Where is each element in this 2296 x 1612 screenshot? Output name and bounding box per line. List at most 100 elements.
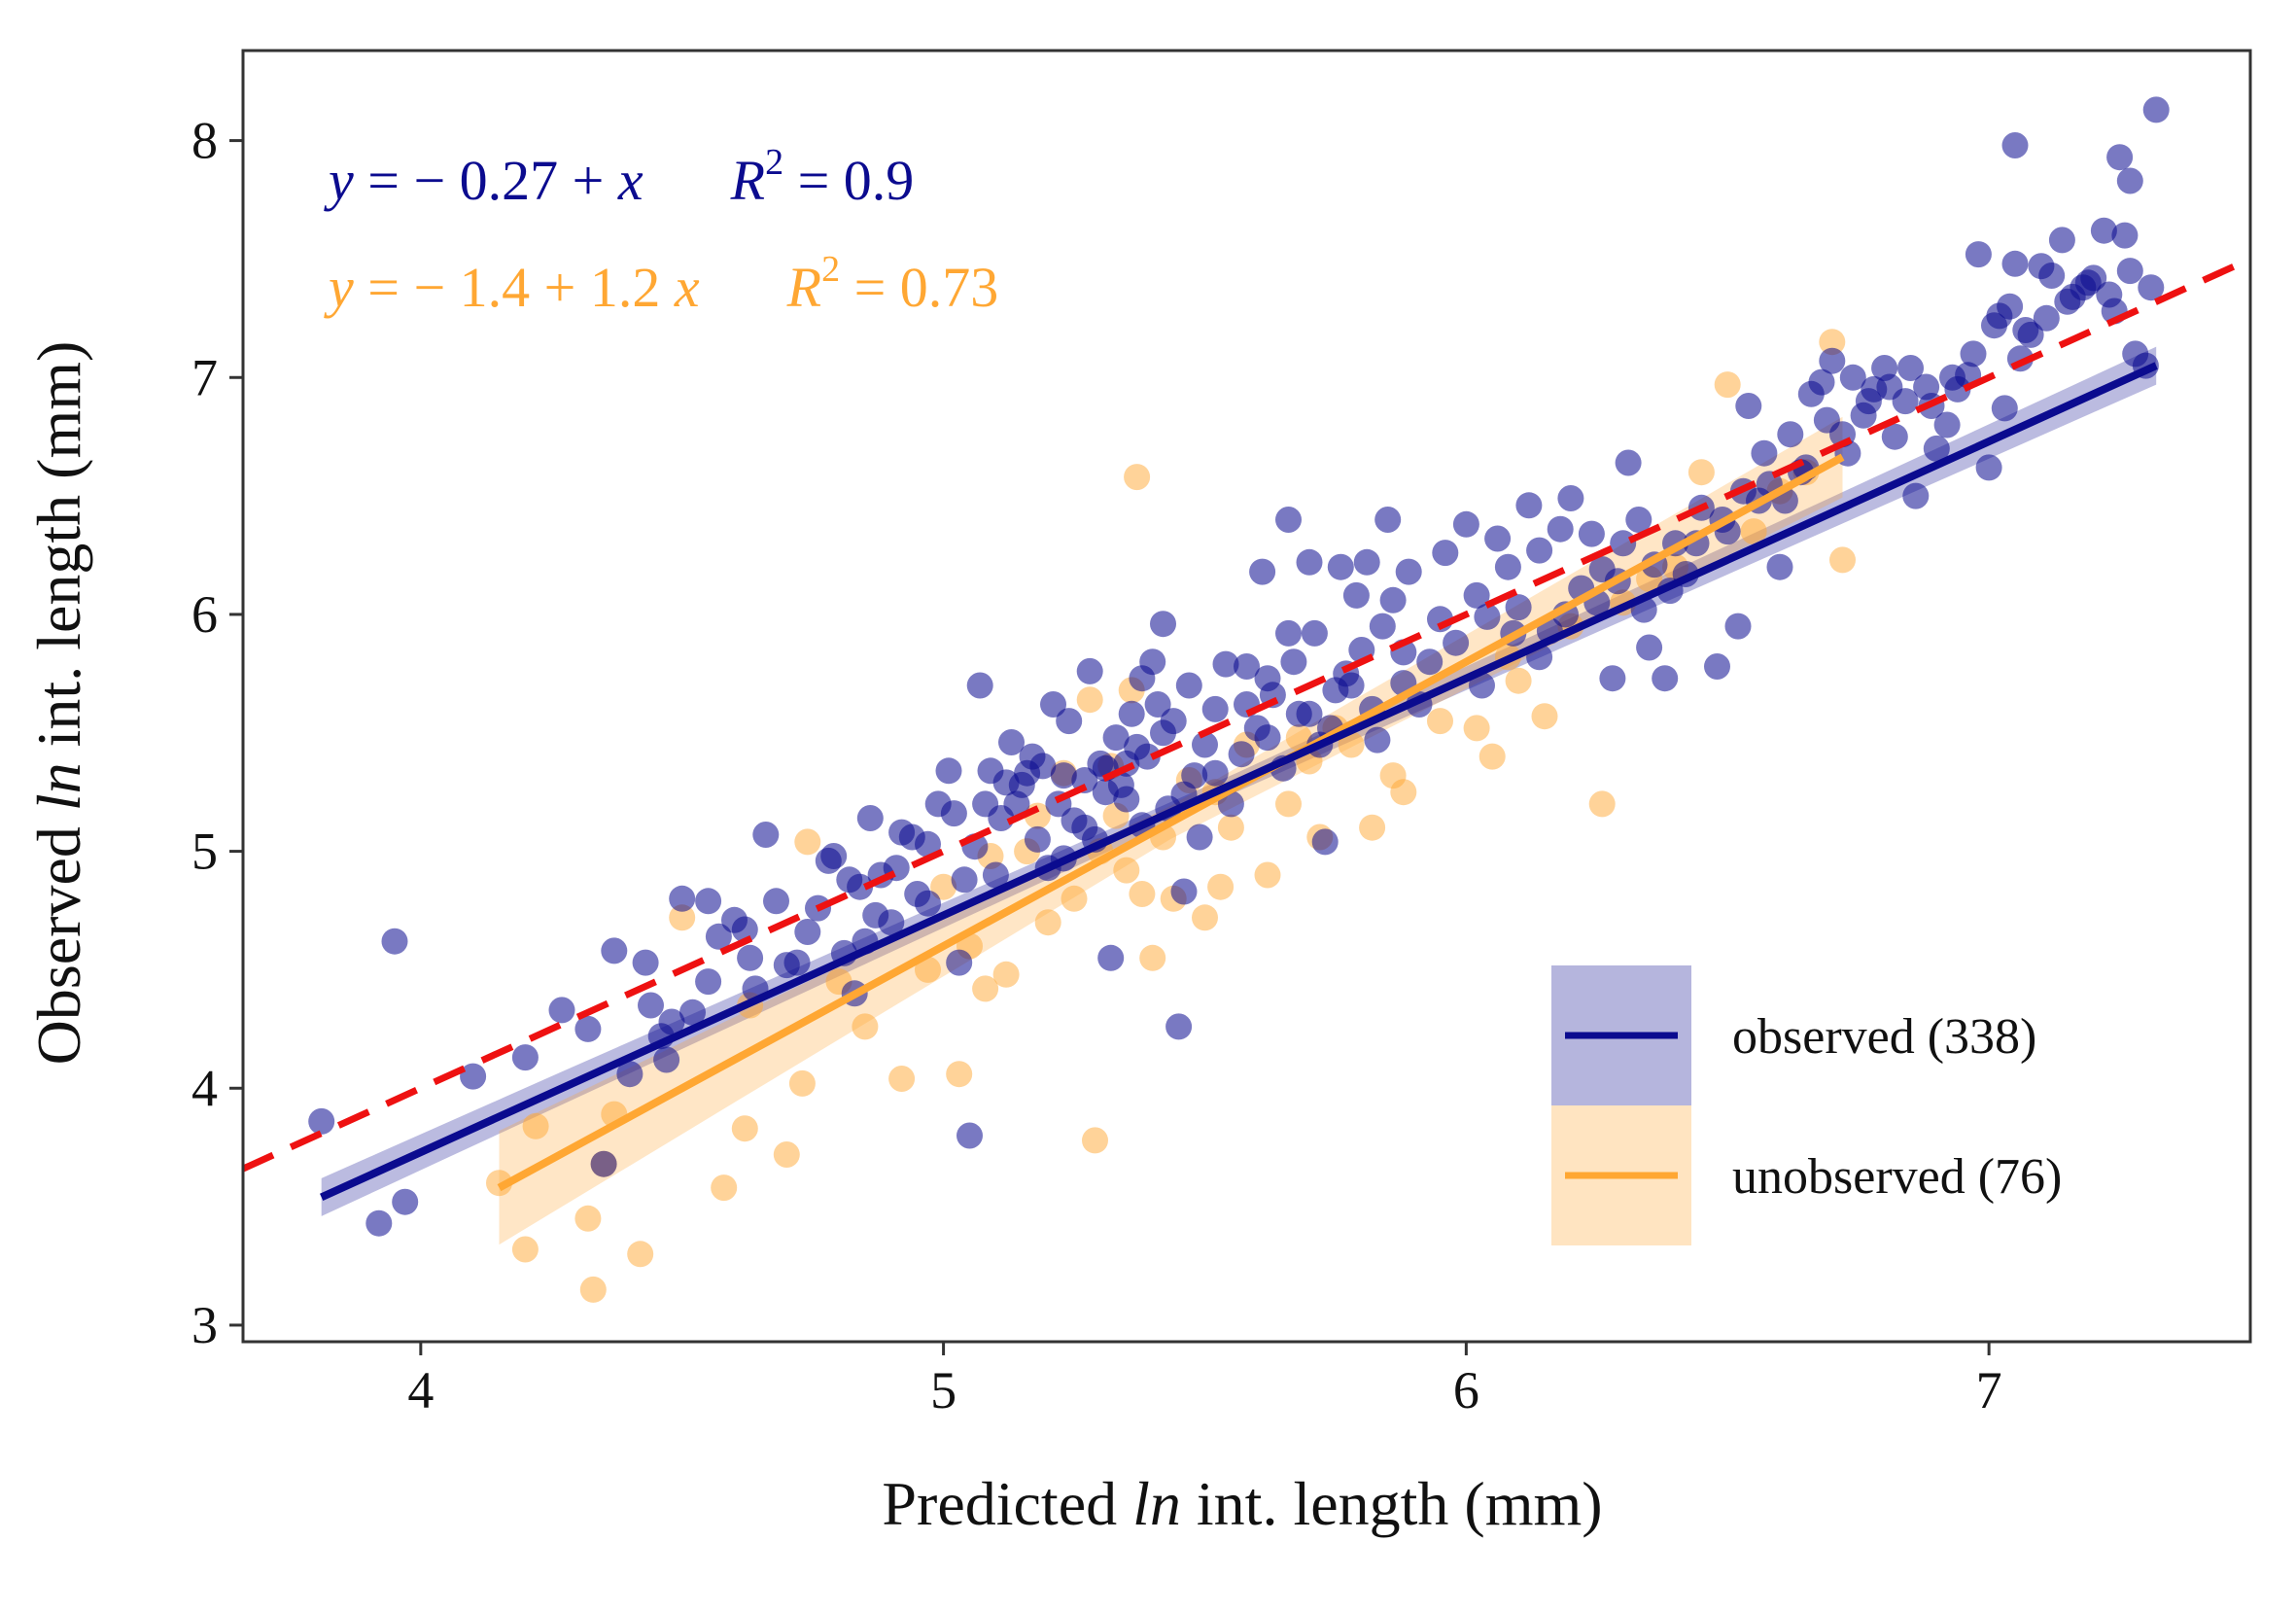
fit-line-unobserved [497, 453, 1845, 1192]
point-observed [1735, 393, 1762, 419]
point-observed [601, 937, 628, 964]
point-observed [1102, 724, 1130, 752]
y-axis-ticks: 3 4 5 6 7 8 [191, 112, 243, 1354]
point-unobserved [1139, 944, 1166, 971]
point-observed [1201, 695, 1229, 722]
point-observed [1923, 435, 1950, 462]
point-unobserved [773, 1141, 800, 1168]
point-observed [752, 822, 780, 848]
point-observed [1724, 613, 1752, 640]
point-observed [1474, 603, 1501, 630]
point-observed [1981, 312, 2007, 339]
point-observed [1234, 691, 1260, 718]
point-observed [1280, 648, 1307, 676]
point-unobserved [1192, 904, 1218, 931]
point-observed [847, 873, 874, 900]
point-unobserved [1463, 715, 1490, 742]
legend: observed (338) unobserved (76) [1551, 965, 2062, 1245]
point-observed [1275, 507, 1302, 533]
point-observed [1960, 340, 1987, 368]
point-observed [856, 805, 884, 831]
point-observed [1071, 814, 1098, 841]
point-observed [1557, 485, 1584, 511]
point-observed [1505, 594, 1532, 621]
point-unobserved [888, 1066, 916, 1092]
point-observed [1311, 828, 1339, 856]
point-observed [2111, 222, 2139, 249]
y-tick-label: 5 [191, 823, 218, 881]
point-observed [381, 928, 408, 955]
point-observed [1599, 665, 1626, 692]
point-observed [1997, 293, 2024, 320]
point-observed [1897, 355, 1924, 381]
point-observed [915, 890, 941, 917]
point-observed [1876, 373, 1903, 401]
point-unobserved [1740, 518, 1767, 545]
point-observed [695, 888, 722, 915]
point-observed [2054, 288, 2081, 315]
point-observed [737, 944, 764, 971]
point-observed [1113, 786, 1140, 813]
point-observed [794, 919, 821, 945]
point-unobserved [1113, 857, 1140, 884]
point-observed [1150, 611, 1176, 638]
point-observed [1254, 724, 1281, 752]
point-observed [1395, 558, 1422, 585]
point-observed [695, 968, 722, 996]
point-observed [574, 1015, 602, 1042]
point-observed [815, 847, 842, 874]
point-observed [1342, 581, 1370, 609]
point-observed [1933, 411, 1961, 438]
point-observed [392, 1188, 419, 1215]
point-observed [2116, 258, 2143, 285]
point-observed [1165, 1013, 1193, 1040]
point-observed [1296, 700, 1323, 727]
point-observed [365, 1209, 393, 1237]
point-unobserved [1275, 790, 1302, 818]
point-observed [1839, 364, 1866, 391]
point-observed [1975, 454, 2002, 481]
x-tick-label: 4 [407, 1361, 434, 1419]
point-unobserved [1034, 909, 1061, 936]
point-observed [731, 916, 758, 943]
point-observed [2012, 317, 2039, 343]
point-observed [982, 861, 1009, 889]
point-observed [763, 888, 789, 915]
point-observed [966, 672, 993, 699]
point-unobserved [1207, 873, 1235, 900]
point-observed [460, 1063, 487, 1090]
point-unobserved [1531, 703, 1558, 730]
point-observed [1097, 944, 1125, 971]
point-observed [1881, 423, 1908, 450]
point-unobserved [1390, 779, 1417, 806]
point-unobserved [1505, 667, 1532, 694]
x-tick-label: 6 [1453, 1361, 1479, 1419]
point-unobserved [1478, 743, 1506, 770]
point-observed [1452, 510, 1479, 538]
point-observed [1301, 619, 1328, 647]
point-unobserved [579, 1276, 607, 1303]
point-observed [1965, 241, 1992, 268]
data-points [308, 96, 2170, 1303]
point-observed [308, 1107, 335, 1135]
point-unobserved [1819, 329, 1846, 356]
y-tick-label: 6 [191, 585, 218, 644]
point-unobserved [1829, 546, 1856, 574]
point-observed [658, 1008, 685, 1035]
point-observed [1374, 507, 1402, 533]
point-unobserved [1588, 790, 1616, 818]
point-observed [1526, 537, 1553, 564]
point-observed [2106, 144, 2134, 171]
point-unobserved [627, 1241, 654, 1268]
point-observed [1050, 762, 1077, 789]
point-observed [1547, 515, 1574, 543]
point-observed [1353, 548, 1380, 576]
point-observed [1808, 368, 1835, 396]
x-axis-ticks: 4 5 6 7 [407, 1342, 2002, 1419]
point-observed [1704, 653, 1730, 680]
point-unobserved [1061, 885, 1088, 912]
point-observed [1228, 741, 1255, 768]
point-observed [998, 729, 1025, 755]
y-tick-label: 7 [191, 348, 218, 406]
point-observed [1254, 665, 1281, 692]
